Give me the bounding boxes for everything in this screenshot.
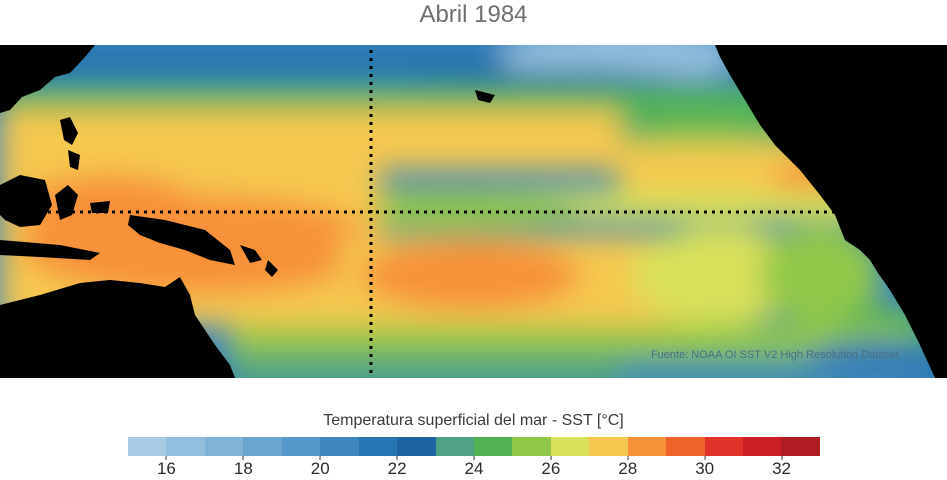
colorbar-swatch [781, 437, 820, 456]
colorbar-tick: 30 [695, 456, 714, 478]
colorbar-tick-label: 16 [156, 459, 176, 478]
colorbar-swatch [589, 437, 628, 456]
colorbar-tick-mark [781, 456, 783, 460]
colorbar-tick-mark [550, 456, 552, 460]
colorbar-tick-label: 26 [541, 459, 561, 478]
sst-field [0, 45, 947, 378]
colorbar-tick-label: 24 [464, 459, 484, 478]
colorbar-swatch [358, 437, 398, 456]
colorbar-swatch [397, 437, 436, 456]
colorbar-tick-label: 32 [772, 459, 792, 478]
colorbar [128, 437, 820, 456]
colorbar-tick-mark [627, 456, 629, 460]
colorbar-label: Temperatura superficial del mar - SST [°… [323, 412, 624, 429]
colorbar-tick-label: 22 [387, 459, 407, 478]
colorbar-swatch [204, 437, 244, 456]
sst-map [0, 45, 947, 378]
colorbar-tick-label: 20 [310, 459, 330, 478]
land-mask [0, 45, 947, 378]
data-source-note: Fuente: NOAA OI SST V2 High Resolution D… [650, 349, 899, 361]
colorbar-tick-label: 28 [618, 459, 638, 478]
colorbar-tick: 20 [311, 456, 330, 478]
colorbar-tick: 32 [772, 456, 791, 478]
colorbar-tick-mark [704, 456, 706, 460]
colorbar-ticks: 16 18 20 22 24 26 28 30 32 [128, 456, 820, 480]
colorbar-swatch [281, 437, 321, 456]
colorbar-swatch [473, 437, 513, 456]
colorbar-tick: 22 [388, 456, 407, 478]
map-title: Abril 1984 [419, 1, 528, 28]
colorbar-tick-label: 18 [233, 459, 253, 478]
colorbar-swatch [627, 437, 667, 456]
colorbar-tick-mark [473, 456, 475, 460]
colorbar-swatch [666, 437, 705, 456]
colorbar-swatch [166, 437, 205, 456]
colorbar-tick-mark [319, 456, 321, 460]
colorbar-swatch [512, 437, 551, 456]
colorbar-swatch [243, 437, 282, 456]
colorbar-tick-mark [242, 456, 244, 460]
colorbar-swatch [743, 437, 782, 456]
colorbar-swatch [320, 437, 359, 456]
colorbar-tick: 24 [464, 456, 484, 478]
colorbar-tick-label: 30 [695, 459, 715, 478]
colorbar-tick: 18 [234, 456, 253, 478]
colorbar-tick-mark [165, 456, 167, 460]
colorbar-tick: 26 [541, 456, 560, 478]
colorbar-tick: 28 [618, 456, 637, 478]
colorbar-swatch [435, 437, 474, 456]
colorbar-tick: 16 [157, 456, 176, 478]
colorbar-tick-mark [396, 456, 398, 460]
colorbar-swatch [128, 437, 167, 456]
colorbar-swatch [550, 437, 590, 456]
colorbar-swatch [704, 437, 743, 456]
